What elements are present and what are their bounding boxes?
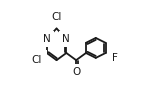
Text: Cl: Cl [51, 12, 62, 22]
Text: N: N [43, 34, 51, 44]
Text: O: O [72, 67, 80, 77]
Text: F: F [112, 53, 118, 63]
Text: N: N [62, 34, 70, 44]
Text: Cl: Cl [32, 55, 42, 65]
